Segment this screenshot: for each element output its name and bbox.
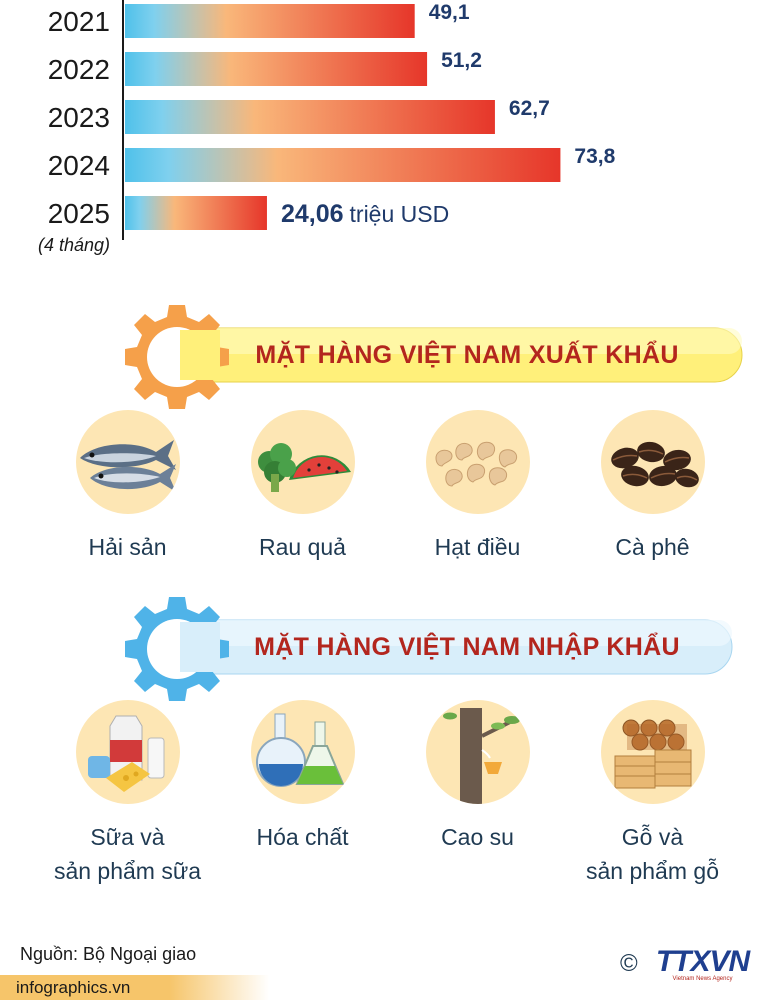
bar-2022 <box>125 52 428 86</box>
bar-2021 <box>125 4 415 38</box>
bar-value-label: 73,8 <box>574 145 615 168</box>
export-value-bar-chart: 2021 49,1 2022 51,2 2023 62,7 2024 73,8 2025 (4 t… <box>38 0 616 255</box>
unit-label: triệu USD <box>350 201 450 227</box>
bar-2023 <box>125 100 495 134</box>
export-item-coffee: Cà phê <box>565 410 740 564</box>
import-section-banner: MẶT HÀNG VIỆT NAM NHẬP KHẨU <box>122 592 762 702</box>
bar-value-label: 51,2 <box>441 49 482 72</box>
label-line-1: Sữa và <box>90 824 165 850</box>
label-line-1: Hóa chất <box>256 824 349 850</box>
export-section-title: MẶT HÀNG VIỆT NAM XUẤT KHẨU <box>255 340 679 369</box>
copyright-icon: © <box>620 950 638 977</box>
import-item-label: Cao su <box>441 820 514 854</box>
label-line-1: Gỗ và <box>621 824 684 850</box>
bar-value-label: 24,06 triệu USD <box>281 200 449 228</box>
cashew-icon <box>425 410 530 514</box>
bar-value-label: 62,7 <box>509 97 550 120</box>
import-item-label: Gỗ và sản phẩm gỗ <box>586 820 719 888</box>
vegetable-fruit-icon <box>250 410 355 514</box>
label-line-2: sản phẩm gỗ <box>586 858 719 884</box>
bar-2024 <box>125 148 561 182</box>
rubber-tree-icon <box>425 700 530 804</box>
fish-icon <box>75 410 180 514</box>
wood-logs-icon <box>600 700 705 804</box>
export-item-label: Rau quả <box>259 534 346 560</box>
site-name: infographics.vn <box>16 978 131 997</box>
year-tick-label: 2025 <box>48 198 110 229</box>
export-item-cashew: Hạt điều <box>390 410 565 564</box>
import-item-wood: Gỗ và sản phẩm gỗ <box>565 700 740 888</box>
import-item-milk: Sữa và sản phẩm sữa <box>40 700 215 888</box>
ttxvn-logo: TTXVN <box>655 945 750 978</box>
source-note: Nguồn: Bộ Ngoại giao <box>20 944 197 964</box>
export-item-label: Hải sản <box>88 534 167 560</box>
year-tick-label: 2022 <box>48 54 110 85</box>
gear-banner-shape <box>125 305 743 409</box>
bar-2025 <box>125 196 267 230</box>
year-tick-label: 2023 <box>48 102 110 133</box>
export-item-label: Hạt điều <box>434 534 521 560</box>
label-line-2: sản phẩm sữa <box>53 858 202 884</box>
gear-banner-shape <box>125 597 733 701</box>
coffee-bean-icon <box>600 410 705 514</box>
import-items-list: Sữa và sản phẩm sữa Hóa chất <box>40 700 740 888</box>
export-item-vegetables: Rau quả <box>215 410 390 564</box>
import-item-chemicals: Hóa chất <box>215 700 390 888</box>
import-item-label: Hóa chất <box>256 820 348 854</box>
export-section-banner: MẶT HÀNG VIỆT NAM XUẤT KHẨU <box>122 300 762 410</box>
bar-value-label: 49,1 <box>429 1 470 24</box>
footer-bar <box>0 975 769 1000</box>
export-items-list: Hải sản Rau quả <box>40 410 740 564</box>
year-note-label: (4 tháng) <box>38 235 110 255</box>
ttxvn-logo-subtext: Vietnam News Agency <box>672 976 733 982</box>
chemical-flask-icon <box>250 700 355 804</box>
label-line-1: Cao su <box>441 824 514 850</box>
year-tick-label: 2021 <box>48 6 110 37</box>
export-item-seafood: Hải sản <box>40 410 215 564</box>
import-section-title: MẶT HÀNG VIỆT NAM NHẬP KHẨU <box>254 632 680 661</box>
milk-products-icon <box>75 700 180 804</box>
import-item-label: Sữa và sản phẩm sữa <box>54 820 201 888</box>
export-item-label: Cà phê <box>615 534 690 560</box>
year-tick-label: 2024 <box>48 150 110 181</box>
import-item-rubber: Cao su <box>390 700 565 888</box>
